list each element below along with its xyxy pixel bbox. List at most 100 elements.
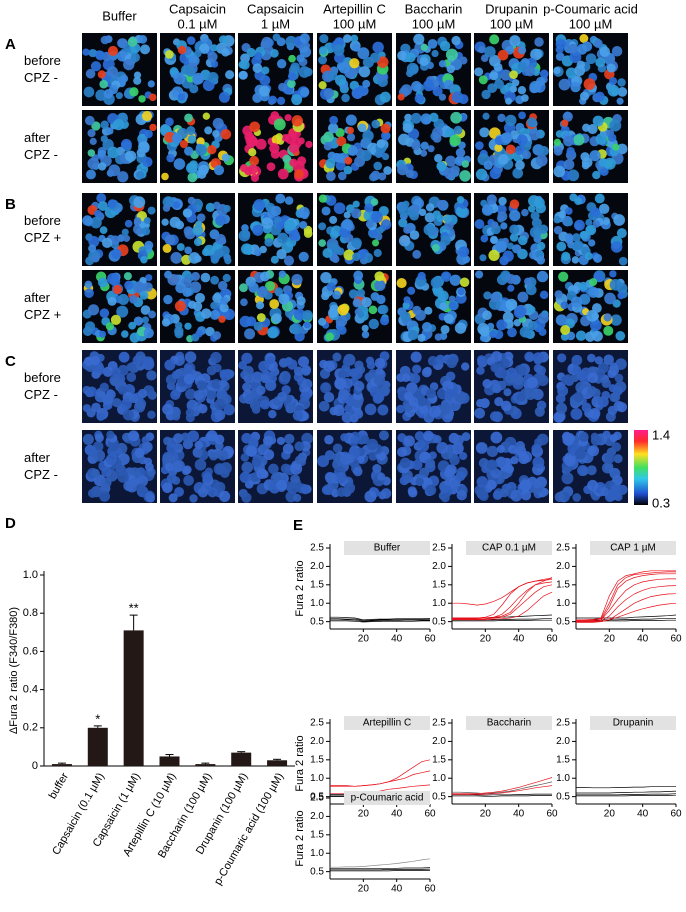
cell [318,194,328,203]
cell [368,305,378,315]
panel-label: E [293,517,303,534]
cell [352,43,361,52]
cell [505,144,516,155]
cell [293,366,304,377]
trace [452,591,553,621]
cell [105,453,118,466]
cell [492,411,503,423]
bar [123,630,144,766]
cell [285,404,295,414]
cell [107,272,119,285]
cell [110,314,122,325]
cell [421,321,433,333]
cell [446,64,455,74]
cell [200,272,211,283]
cell [459,56,468,65]
cell [405,169,414,179]
cell [444,388,455,400]
cell [398,205,411,217]
micrograph [82,110,157,183]
cell [571,296,583,308]
cell [348,289,359,299]
cell [133,316,144,326]
cell [533,480,542,489]
cell [357,47,370,60]
cell [294,441,305,452]
cell [494,143,503,152]
cell [516,134,528,146]
cell [194,292,206,303]
cell [415,477,424,487]
cell [412,364,422,374]
micrograph [317,350,392,423]
cell [139,44,151,55]
cell [419,467,430,478]
cell [343,165,353,175]
cell [112,284,123,295]
cell [451,91,464,103]
cell [187,196,196,205]
cell [136,282,145,291]
cell [108,442,119,452]
cell [526,117,537,128]
panel-label: A [5,36,16,53]
cell [554,290,563,299]
cell [507,327,517,338]
cell [219,245,230,257]
cell [207,72,219,83]
y-tick-label: 1.0 [432,598,446,609]
cell [343,482,356,494]
cell [341,218,354,231]
cell [276,59,287,69]
cell [569,51,582,64]
cell [333,44,345,56]
cell [509,199,520,209]
cell [339,453,352,465]
cell [609,433,618,443]
y-tick-label: 0 [32,760,38,772]
cell [264,280,276,292]
cell [599,46,611,58]
cell [288,142,300,154]
cell [162,403,174,415]
cell [269,299,280,309]
cell [292,410,304,421]
cell [185,388,197,400]
cell [290,322,302,335]
cell [343,249,355,261]
cell [327,122,339,134]
cell [507,284,515,292]
cell [603,354,614,366]
cell [361,324,369,332]
cell [189,494,198,503]
cell [516,392,526,403]
cell [515,145,525,155]
cell [418,208,427,217]
cell [568,43,578,54]
cell [370,170,381,181]
column-header: 100 µM [490,16,534,31]
cell [171,370,181,380]
cell [284,196,294,205]
cell [440,324,450,334]
cell [560,325,571,336]
cell [123,58,135,71]
chart-title: CAP 0.1 µM [482,543,536,554]
cell [377,472,386,481]
y-tick-label: 2.0 [556,561,570,572]
cell [412,305,422,315]
cell [515,441,526,451]
cell [566,146,575,156]
column-header: 100 µM [569,16,613,31]
cell [298,356,310,368]
cell [129,295,138,304]
cell [482,310,492,321]
cell [126,480,138,493]
y-tick-label: 0.5 [432,791,446,802]
cell [595,57,606,68]
cell [368,318,379,330]
cell [402,122,413,134]
cell [196,213,206,223]
cell [209,309,220,320]
